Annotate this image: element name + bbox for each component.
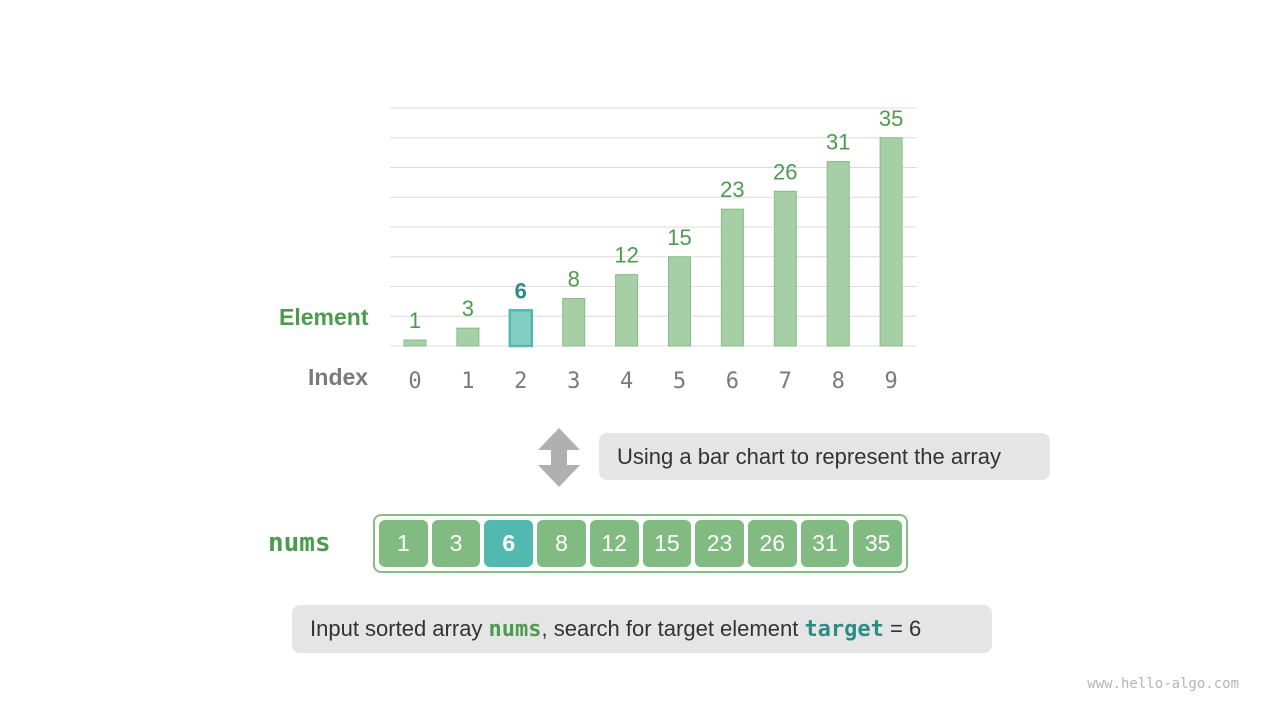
index-tick-label: 2 bbox=[514, 369, 527, 394]
array-cell: 26 bbox=[747, 520, 797, 567]
index-tick-label: 4 bbox=[620, 369, 633, 394]
caption-nums: nums bbox=[488, 616, 542, 642]
caption-bar-chart: Using a bar chart to represent the array bbox=[599, 433, 1050, 480]
bar-value-label: 1 bbox=[409, 308, 421, 333]
caption-middle: , search for target element bbox=[541, 616, 805, 641]
array-cell: 1 bbox=[379, 520, 428, 567]
bar bbox=[403, 339, 427, 347]
index-tick-label: 9 bbox=[884, 369, 897, 394]
caption-input: Input sorted array nums , search for tar… bbox=[292, 605, 992, 653]
bar bbox=[562, 297, 586, 347]
caption-target: target bbox=[804, 616, 884, 642]
array-cell: 6 bbox=[484, 520, 534, 567]
bar bbox=[668, 256, 691, 347]
bar bbox=[773, 190, 797, 347]
bar bbox=[615, 274, 639, 347]
array-cell: 8 bbox=[537, 520, 586, 567]
array-cell: 23 bbox=[695, 520, 744, 567]
bar-value-label: 6 bbox=[515, 278, 527, 303]
bar-value-label: 15 bbox=[667, 225, 691, 250]
index-tick-label: 7 bbox=[779, 369, 792, 394]
index-label: Index bbox=[308, 364, 369, 390]
bar-value-label: 3 bbox=[462, 296, 474, 321]
index-tick-label: 8 bbox=[832, 369, 845, 394]
bar-value-label: 23 bbox=[720, 177, 744, 202]
index-tick-label: 3 bbox=[567, 369, 580, 394]
array-cell: 15 bbox=[642, 520, 692, 567]
array-cell: 35 bbox=[853, 520, 903, 567]
bar bbox=[456, 327, 480, 347]
bar-value-label: 8 bbox=[568, 266, 580, 291]
watermark: www.hello-algo.com bbox=[1087, 676, 1239, 692]
index-tick-label: 6 bbox=[726, 369, 739, 394]
bar-value-label: 26 bbox=[773, 159, 797, 184]
bar bbox=[826, 161, 850, 347]
caption-prefix: Input sorted array bbox=[310, 616, 489, 641]
array-name-label: nums bbox=[268, 528, 331, 558]
bar bbox=[720, 208, 744, 347]
bar bbox=[879, 137, 903, 347]
array-cells: 1 3 6 8 12 15 23 26 31 35 bbox=[373, 514, 908, 573]
index-tick-label: 1 bbox=[461, 369, 474, 394]
bar-value-label: 12 bbox=[614, 243, 638, 268]
index-tick-label: 5 bbox=[673, 369, 686, 394]
bar-value-label: 35 bbox=[879, 106, 903, 131]
array-cell: 3 bbox=[431, 520, 481, 567]
bar-value-label: 31 bbox=[826, 130, 850, 155]
caption-suffix: = 6 bbox=[883, 616, 922, 641]
index-tick-label: 0 bbox=[408, 369, 421, 394]
element-label: Element bbox=[279, 304, 369, 330]
array-cell: 12 bbox=[589, 520, 639, 567]
array-cell: 31 bbox=[800, 520, 850, 567]
bar bbox=[508, 309, 534, 348]
